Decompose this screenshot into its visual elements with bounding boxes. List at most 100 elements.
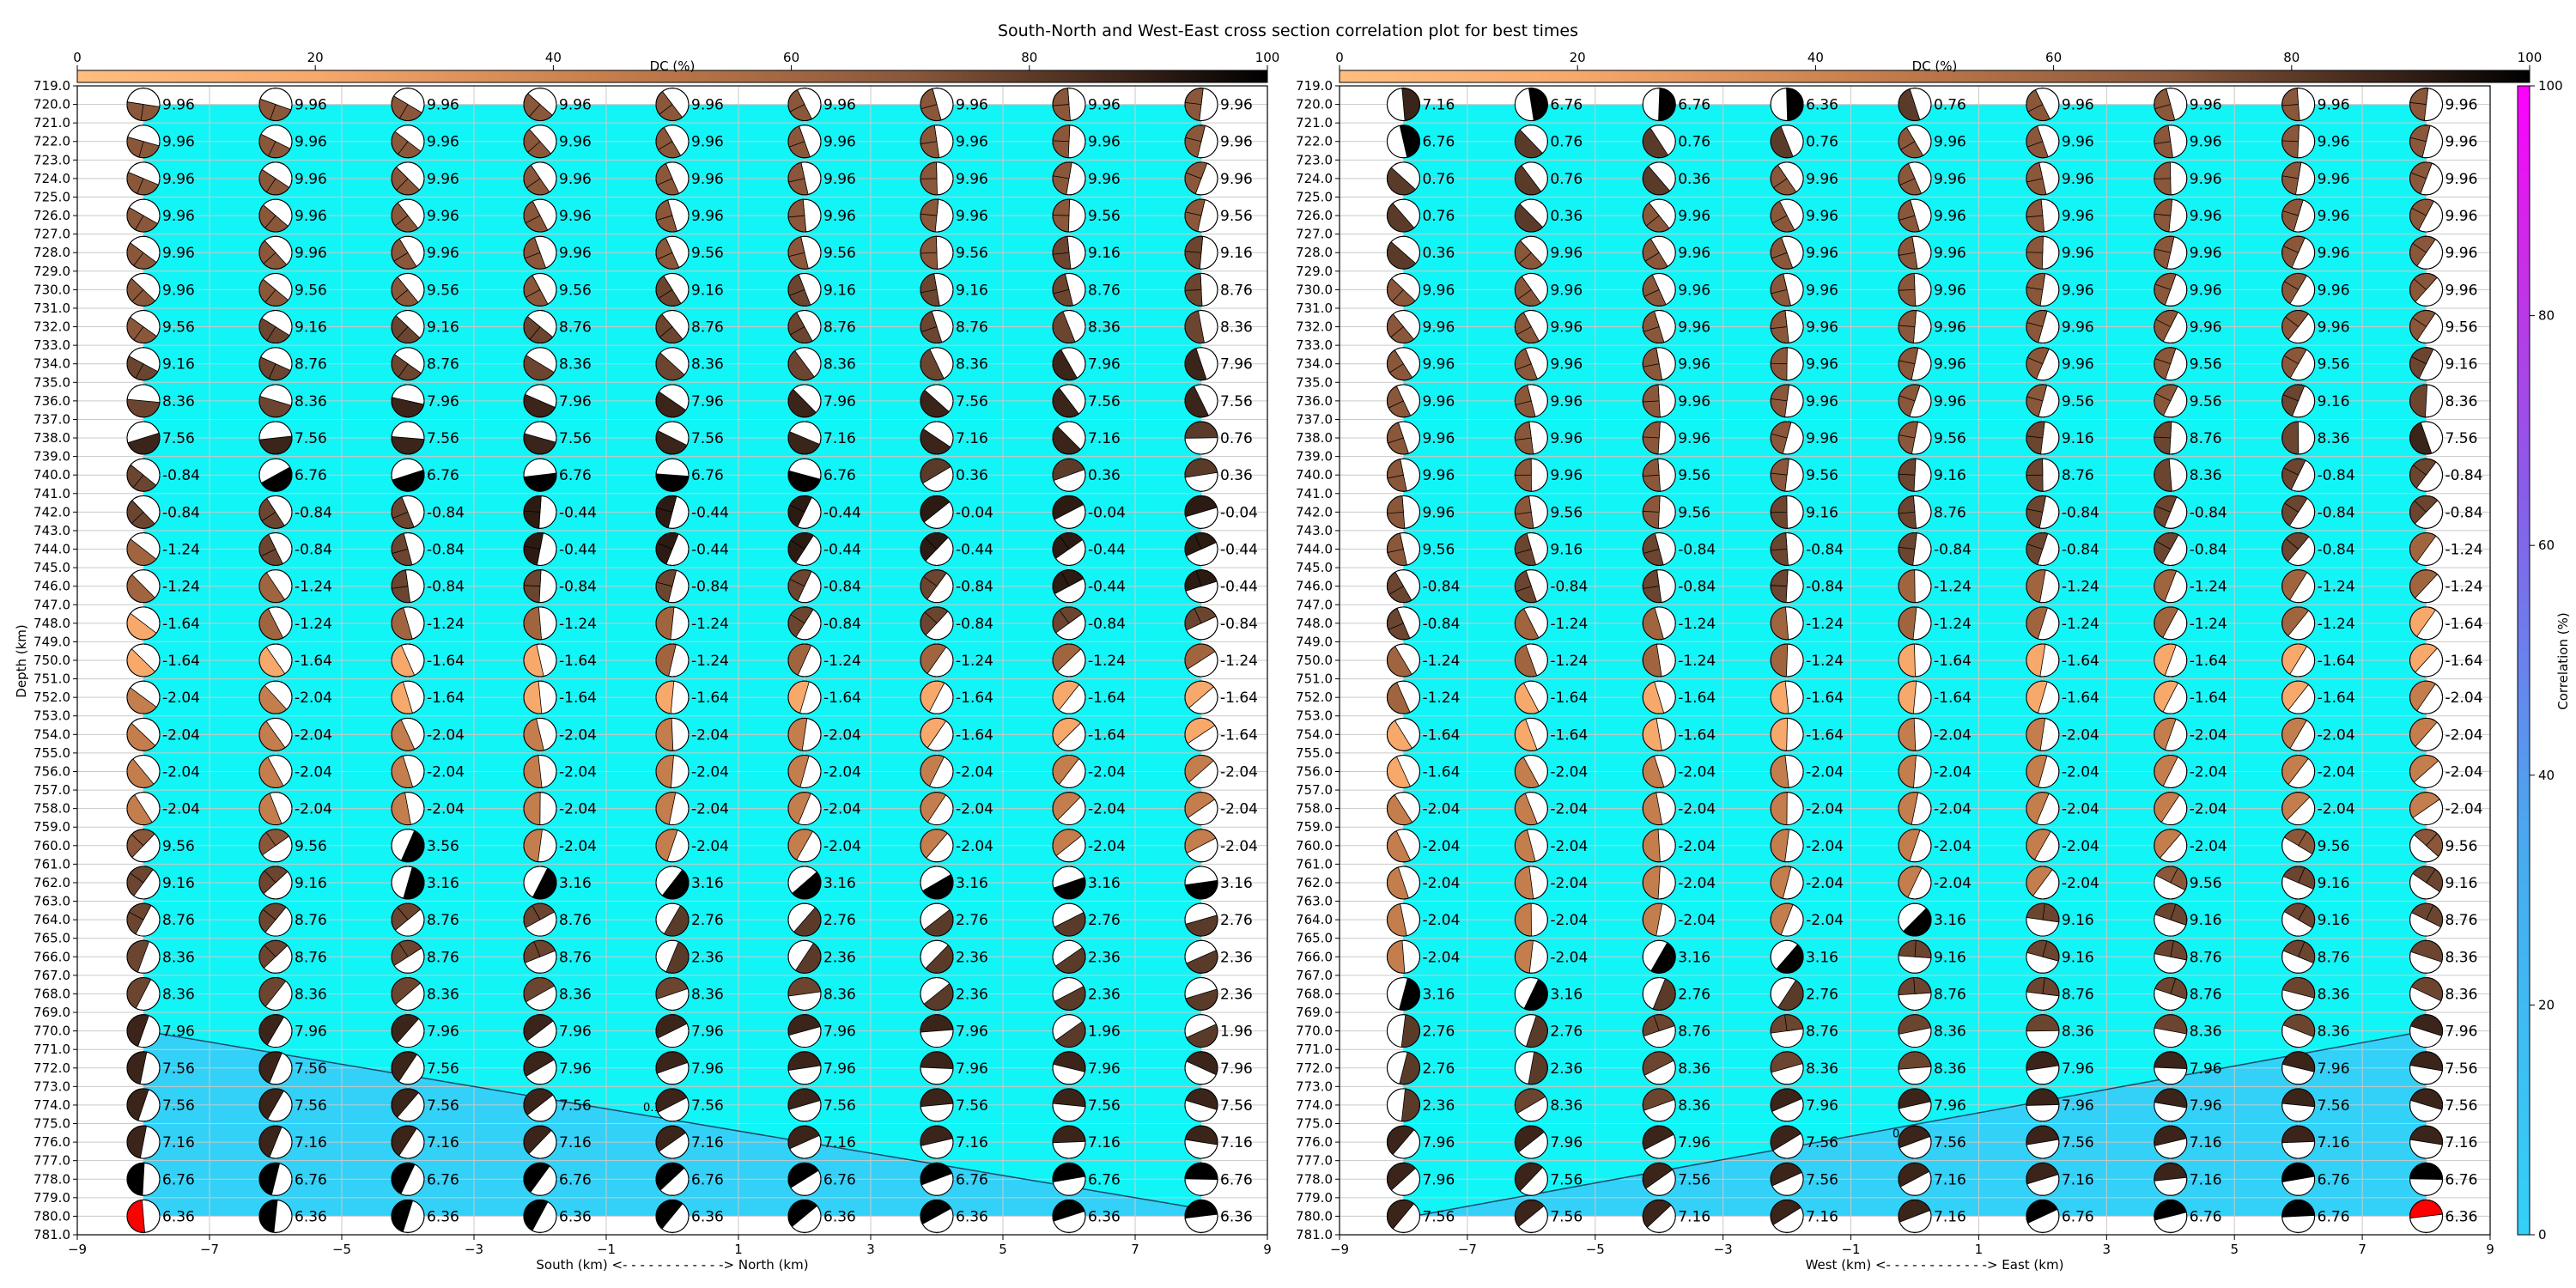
value-label: -2.04 bbox=[1934, 726, 1971, 744]
value-label: 8.36 bbox=[2318, 430, 2350, 447]
beachball bbox=[1898, 421, 1932, 455]
value-label: 7.16 bbox=[2445, 1134, 2478, 1151]
value-label: 6.36 bbox=[2445, 1208, 2478, 1225]
beachball bbox=[2026, 866, 2060, 900]
beachball bbox=[1514, 829, 1548, 863]
beachball bbox=[1898, 235, 1932, 270]
beachball bbox=[523, 347, 557, 381]
value-label: 9.96 bbox=[1550, 282, 1583, 299]
value-label: 6.76 bbox=[1220, 1171, 1253, 1188]
value-label: 2.76 bbox=[1806, 986, 1838, 1003]
value-label: 0.36 bbox=[1678, 171, 1710, 188]
value-label: 9.56 bbox=[162, 838, 195, 855]
beachball bbox=[391, 198, 425, 233]
y-tick-label: 770.0 bbox=[33, 1024, 70, 1039]
south-north-panel: 0.100−9−7−5−3−113579719.0720.0721.0722.0… bbox=[33, 78, 1272, 1257]
beachball bbox=[258, 532, 293, 567]
value-label: 7.56 bbox=[1088, 393, 1121, 410]
beachball bbox=[920, 88, 954, 122]
value-label: 8.36 bbox=[162, 393, 195, 410]
beachball bbox=[1642, 569, 1676, 604]
beachball bbox=[787, 1125, 822, 1159]
beachball bbox=[2409, 939, 2444, 974]
value-label: -2.04 bbox=[823, 763, 861, 781]
y-tick-label: 754.0 bbox=[33, 726, 70, 742]
y-tick-label: 774.0 bbox=[1296, 1097, 1333, 1113]
y-tick-label: 729.0 bbox=[1296, 264, 1333, 279]
value-label: 9.56 bbox=[1806, 467, 1838, 484]
value-label: -1.24 bbox=[956, 653, 993, 670]
value-label: 7.16 bbox=[823, 1134, 856, 1151]
value-label: -1.64 bbox=[1088, 690, 1126, 707]
beachball bbox=[523, 458, 557, 492]
value-label: 2.36 bbox=[1422, 1097, 1455, 1115]
value-label: 6.36 bbox=[162, 1208, 195, 1225]
value-label: -1.64 bbox=[1550, 690, 1588, 707]
value-label: 8.36 bbox=[295, 393, 327, 410]
y-tick-label: 774.0 bbox=[33, 1097, 70, 1113]
beachball bbox=[655, 88, 690, 122]
value-label: 6.76 bbox=[559, 1171, 592, 1188]
beachball bbox=[787, 643, 822, 677]
dc-tick-label: 60 bbox=[2045, 50, 2062, 65]
beachball bbox=[391, 125, 425, 159]
beachball bbox=[391, 792, 425, 826]
value-label: 9.96 bbox=[823, 208, 856, 225]
beachball bbox=[1642, 421, 1676, 455]
value-label: 6.76 bbox=[427, 467, 459, 484]
beachball bbox=[1898, 1051, 1932, 1085]
beachball bbox=[920, 272, 954, 307]
beachball bbox=[1642, 495, 1676, 529]
value-label: 9.96 bbox=[2318, 208, 2350, 225]
beachball bbox=[655, 754, 690, 788]
beachball bbox=[2026, 829, 2060, 863]
value-label: -1.64 bbox=[559, 653, 597, 670]
value-label: 6.76 bbox=[1088, 1171, 1121, 1188]
value-label: 8.76 bbox=[956, 319, 988, 337]
y-tick-label: 740.0 bbox=[1296, 467, 1333, 483]
x-tick-label: −7 bbox=[200, 1242, 219, 1257]
value-label: 7.96 bbox=[956, 1060, 988, 1078]
beachball bbox=[1184, 347, 1218, 381]
value-label: -2.04 bbox=[1934, 763, 1971, 781]
value-label: 2.36 bbox=[1220, 986, 1253, 1003]
value-label: 0.76 bbox=[1422, 208, 1455, 225]
beachball bbox=[1642, 829, 1676, 863]
beachball bbox=[1770, 1125, 1804, 1159]
beachball bbox=[920, 680, 954, 714]
y-tick-label: 768.0 bbox=[1296, 986, 1333, 1001]
beachball bbox=[1770, 1051, 1804, 1085]
value-label: 9.16 bbox=[162, 356, 195, 374]
beachball bbox=[2409, 421, 2444, 455]
beachball bbox=[391, 1162, 425, 1196]
value-label: 6.76 bbox=[2318, 1208, 2350, 1225]
value-label: 7.56 bbox=[1678, 1171, 1710, 1188]
value-label: 7.56 bbox=[691, 1097, 724, 1115]
value-label: 9.96 bbox=[1934, 319, 1966, 337]
beachball bbox=[1514, 1051, 1548, 1085]
beachball bbox=[258, 458, 293, 492]
beachball bbox=[2281, 902, 2316, 937]
value-label: -2.04 bbox=[295, 763, 332, 781]
value-label: 7.96 bbox=[691, 1024, 724, 1041]
beachball bbox=[1898, 384, 1932, 418]
beachball bbox=[126, 495, 161, 529]
beachball bbox=[2154, 235, 2188, 270]
value-label: 6.76 bbox=[295, 1171, 327, 1188]
beachball bbox=[1514, 125, 1548, 159]
value-label: 7.96 bbox=[2062, 1097, 2094, 1115]
value-label: 3.16 bbox=[1806, 949, 1838, 966]
y-tick-label: 781.0 bbox=[33, 1227, 70, 1242]
beachball bbox=[1898, 939, 1932, 974]
beachball bbox=[1052, 754, 1086, 788]
beachball bbox=[523, 125, 557, 159]
value-label: 9.96 bbox=[1220, 171, 1253, 188]
x-tick-label: −7 bbox=[1458, 1242, 1477, 1257]
beachball bbox=[655, 1088, 690, 1122]
value-label: -0.84 bbox=[559, 579, 597, 596]
value-label: 9.96 bbox=[1678, 245, 1710, 262]
value-label: -2.04 bbox=[1678, 912, 1716, 929]
contour-line bbox=[1403, 1030, 2427, 1219]
beachball bbox=[655, 680, 690, 714]
value-label: 9.96 bbox=[956, 134, 988, 151]
